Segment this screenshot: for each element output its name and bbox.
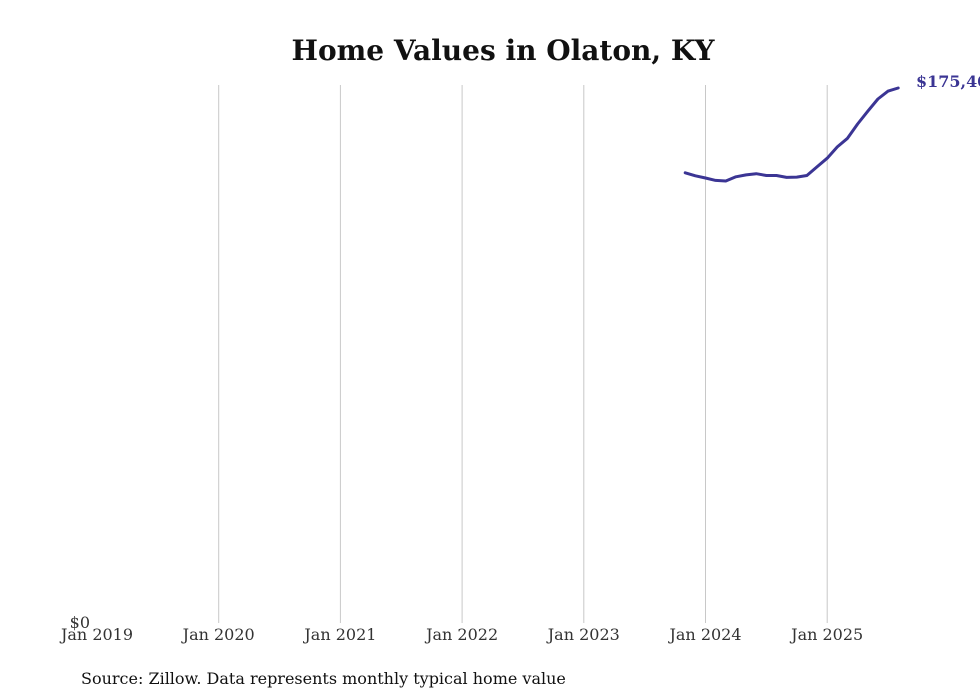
x-tick-label: Jan 2019 bbox=[59, 625, 133, 644]
x-axis-ticks: Jan 2019 Jan 2020 Jan 2021 Jan 2022 Jan 2023… bbox=[59, 625, 863, 644]
x-tick-label: Jan 2024 bbox=[667, 625, 741, 644]
gridlines bbox=[218, 85, 828, 623]
end-value-label: $175,400 bbox=[916, 72, 980, 91]
x-tick-label: Jan 2021 bbox=[302, 625, 376, 644]
series-line bbox=[683, 86, 900, 183]
x-tick-label: Jan 2025 bbox=[789, 625, 863, 644]
source-note: Source: Zillow. Data represents monthly … bbox=[81, 669, 566, 688]
x-tick-label: Jan 2022 bbox=[424, 625, 498, 644]
x-tick-label: Jan 2023 bbox=[546, 625, 620, 644]
y-tick-label: $0 bbox=[70, 613, 90, 632]
chart-title: Home Values in Olaton, KY bbox=[292, 34, 716, 67]
x-tick-label: Jan 2020 bbox=[181, 625, 255, 644]
